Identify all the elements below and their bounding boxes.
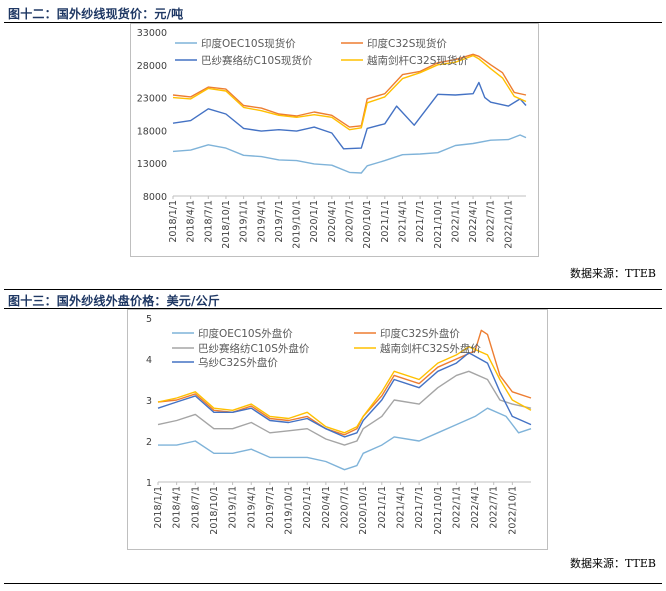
figure1-source: 数据来源：TTEB [570,267,656,280]
chart2-frame: 1 2 3 4 5 2018/1/1 2018/4/1 2018/7/1 2018/10/1 20… [127,309,548,550]
figure2-source: 数据来源：TTEB [570,557,656,570]
chart1-xtick-label: 2022/7/1 [486,200,497,243]
chart1-legend-label-1: 印度OEC10S现货价 [201,37,296,50]
figure2-top-rule [4,289,662,290]
chart1-svg: 8000 13000 18000 23000 28000 33000 2018/1/1 201… [137,28,527,249]
chart1-legend-label-2: 印度C32S现货价 [367,37,447,50]
chart2-xtick-label: 2022/10/1 [507,486,518,535]
chart1-xtick-label: 2018/7/1 [203,200,214,243]
page-bottom-rule [4,583,662,584]
chart2-xtick-label: 2020/10/1 [358,486,369,535]
chart2-xtick-label: 2021/7/1 [414,486,425,529]
chart2-xtick-label: 2020/4/1 [321,486,332,529]
figure2-title: 图十三：国外纱线外盘价格：美元/公斤 [8,294,220,308]
chart1-xtick-label: 2020/1/1 [309,200,320,243]
chart1-xtick-label: 2019/4/1 [256,200,267,243]
chart1-xtick-label: 2021/4/1 [397,200,408,243]
chart2-series-line-3 [157,370,532,446]
chart2-xtick-label: 2018/7/1 [190,486,201,529]
chart1-ytick-label: 28000 [137,61,167,72]
chart1-ytick-label: 13000 [137,159,167,170]
chart2-xtick-label: 2022/4/1 [470,486,481,529]
chart1-legend-label-3: 巴纱赛络纺C10S现货价 [201,54,313,67]
chart2-xtick-label: 2022/7/1 [489,486,500,529]
chart1-xtick-label: 2019/1/1 [239,200,250,243]
chart2-xtick-label: 2020/7/1 [340,486,351,529]
chart1-xtick-label: 2021/1/1 [380,200,391,243]
chart2-xtick-label: 2019/1/1 [228,486,239,529]
chart2-legend-label-4: 越南剑杆C32S外盘价 [380,342,481,355]
chart2-xtick-label: 2019/7/1 [265,486,276,529]
chart1-series-line-4 [172,54,527,131]
chart1-ytick-label: 33000 [137,28,167,39]
chart2-xtick-label: 2018/10/1 [209,486,220,535]
chart2-legend-label-3: 巴纱赛络纺C10S外盘价 [198,342,310,355]
chart1-xtick-label: 2021/10/1 [433,200,444,249]
chart2-ytick-label: 2 [146,437,152,448]
chart2-ytick-label: 1 [146,478,152,489]
chart2-xtick-label: 2019/10/1 [284,486,295,535]
chart1-xtick-label: 2018/10/1 [221,200,232,249]
chart2-svg: 1 2 3 4 5 2018/1/1 2018/4/1 2018/7/1 2018/10/1 20… [146,314,532,535]
chart2-ytick-label: 4 [146,355,152,366]
chart1-ytick-label: 8000 [143,192,167,203]
chart2-series-line-1 [158,407,532,471]
chart1-xtick-label: 2022/10/1 [503,200,514,249]
chart1-frame: 8000 13000 18000 23000 28000 33000 2018/1/1 201… [130,23,539,257]
chart1-ytick-label: 18000 [137,126,167,137]
chart1-xtick-label: 2019/10/1 [292,200,303,249]
chart1-xtick-label: 2018/4/1 [186,200,197,243]
figure1-title: 图十二：国外纱线现货价：元/吨 [8,7,184,21]
chart2-legend-label-5: 乌纱C32S外盘价 [198,356,278,369]
chart1-xtick-label: 2020/7/1 [345,200,356,243]
chart2-xtick-label: 2022/1/1 [451,486,462,529]
chart2-xtick-label: 2021/10/1 [433,486,444,535]
chart1-xtick-label: 2020/10/1 [362,200,373,249]
chart2-xtick-label: 2021/1/1 [377,486,388,529]
chart2-xtick-label: 2018/1/1 [153,486,164,529]
chart2-series-line-4 [157,346,532,434]
chart2-xtick-label: 2018/4/1 [172,486,183,529]
chart2-xtick-label: 2021/4/1 [395,486,406,529]
chart2-ytick-label: 3 [146,396,152,407]
chart2-legend-label-2: 印度C32S外盘价 [380,327,460,340]
figure2-title-rule [4,308,662,309]
chart2-xtick-label: 2019/4/1 [246,486,257,529]
chart1-xtick-label: 2022/4/1 [468,200,479,243]
chart2-series-line-5 [157,352,532,438]
chart1-xtick-label: 2020/4/1 [327,200,338,243]
chart2-legend-label-1: 印度OEC10S外盘价 [198,327,293,340]
chart1-xtick-label: 2022/1/1 [450,200,461,243]
chart1-legend-label-4: 越南剑杆C32S现货价 [367,54,468,67]
chart2-xtick-label: 2020/1/1 [302,486,313,529]
chart1-ytick-label: 23000 [137,94,167,105]
figure1-top-rule [4,22,662,23]
chart2-ytick-label: 5 [146,314,152,325]
chart1-xtick-label: 2021/7/1 [415,200,426,243]
chart1-series-line-3 [172,81,527,150]
chart1-xtick-label: 2019/7/1 [274,200,285,243]
chart1-xtick-label: 2018/1/1 [168,200,179,243]
chart1-series-line-1 [172,134,527,174]
